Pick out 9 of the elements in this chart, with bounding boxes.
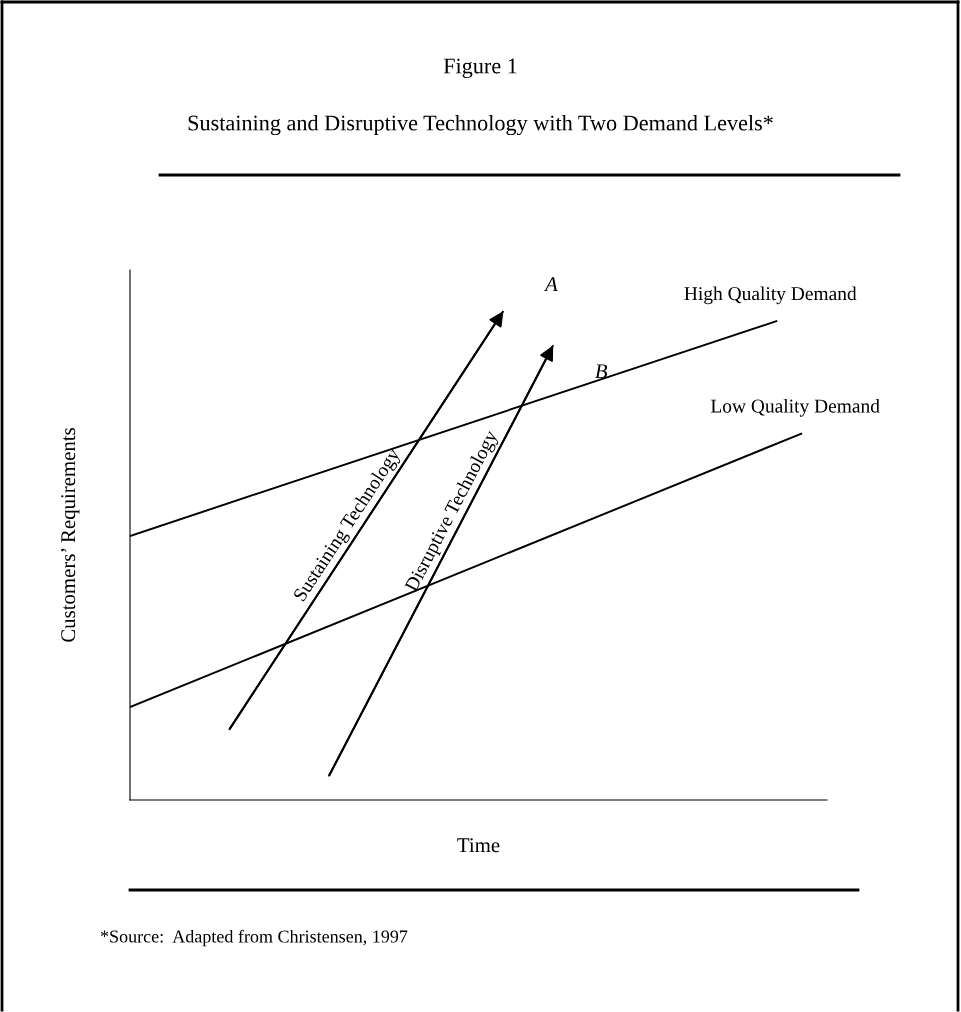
text: A (543, 277, 558, 292)
series-label: Low Quality Demand (710, 398, 880, 417)
annotation: B (595, 364, 608, 379)
x-axis-title: Time (457, 838, 500, 853)
series-label: High Quality Demand (684, 286, 857, 305)
chart-subtitle: Sustaining and Disruptive Technology with Two Demand Levels* (188, 114, 773, 136)
chart-title: Figure 1 (443, 58, 517, 79)
text: *Source: Adapted from Christensen, 1997 (100, 929, 408, 947)
y-axis-title: Customers’ Requirements (61, 428, 80, 642)
